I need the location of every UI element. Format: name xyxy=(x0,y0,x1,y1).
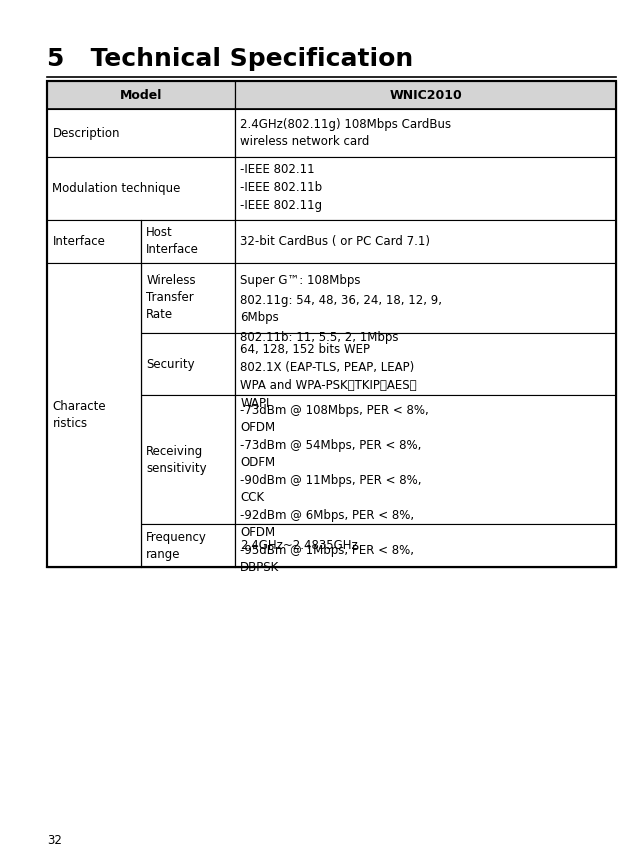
Bar xyxy=(142,395,235,524)
Text: 64, 128, 152 bits WEP: 64, 128, 152 bits WEP xyxy=(240,343,370,356)
Bar xyxy=(142,263,235,333)
Text: 32-bit CardBus ( or PC Card 7.1): 32-bit CardBus ( or PC Card 7.1) xyxy=(240,235,430,248)
Text: 2.4GHz~2.4835GHz: 2.4GHz~2.4835GHz xyxy=(240,539,358,552)
Text: -73dBm @ 108Mbps, PER < 8%,
OFDM: -73dBm @ 108Mbps, PER < 8%, OFDM xyxy=(240,404,429,434)
Text: Modulation technique: Modulation technique xyxy=(52,183,181,195)
Bar xyxy=(47,158,235,220)
Text: 802.11g: 54, 48, 36, 24, 18, 12, 9,
6Mbps: 802.11g: 54, 48, 36, 24, 18, 12, 9, 6Mbp… xyxy=(240,294,442,324)
Text: -IEEE 802.11b: -IEEE 802.11b xyxy=(240,182,322,195)
Text: Characte
ristics: Characte ristics xyxy=(52,400,106,430)
Text: 802.11b: 11, 5.5, 2, 1Mbps: 802.11b: 11, 5.5, 2, 1Mbps xyxy=(240,331,399,344)
Text: Super G™: 108Mbps: Super G™: 108Mbps xyxy=(240,274,361,287)
Bar xyxy=(235,158,616,220)
Text: Interface: Interface xyxy=(52,235,106,248)
Text: WNIC2010: WNIC2010 xyxy=(389,89,462,102)
Bar xyxy=(142,524,235,567)
Text: Host
Interface: Host Interface xyxy=(147,226,199,256)
Bar xyxy=(235,263,616,333)
Bar xyxy=(235,220,616,263)
Text: Receiving
sensitivity: Receiving sensitivity xyxy=(147,445,207,475)
Text: -92dBm @ 6Mbps, PER < 8%,
OFDM: -92dBm @ 6Mbps, PER < 8%, OFDM xyxy=(240,509,415,539)
Bar xyxy=(235,333,616,395)
Text: Wireless
Transfer
Rate: Wireless Transfer Rate xyxy=(147,274,196,321)
Bar xyxy=(142,220,235,263)
Bar xyxy=(47,81,616,567)
Bar xyxy=(235,395,616,524)
Bar xyxy=(47,110,235,158)
Text: -IEEE 802.11: -IEEE 802.11 xyxy=(240,164,315,177)
Bar xyxy=(235,524,616,567)
Text: 5   Technical Specification: 5 Technical Specification xyxy=(47,47,414,71)
Text: Security: Security xyxy=(147,357,195,370)
Text: 2.4GHz(802.11g) 108Mbps CardBus
wireless network card: 2.4GHz(802.11g) 108Mbps CardBus wireless… xyxy=(240,118,451,148)
Text: 32: 32 xyxy=(47,834,63,847)
Bar xyxy=(47,263,142,567)
Text: -73dBm @ 54Mbps, PER < 8%,
ODFM: -73dBm @ 54Mbps, PER < 8%, ODFM xyxy=(240,439,422,469)
Text: -IEEE 802.11g: -IEEE 802.11g xyxy=(240,199,322,213)
Bar xyxy=(47,81,235,110)
Text: Frequency
range: Frequency range xyxy=(147,530,207,560)
Text: -95dBm @ 1Mbps, PER < 8%,
DBPSK: -95dBm @ 1Mbps, PER < 8%, DBPSK xyxy=(240,544,414,574)
Text: Model: Model xyxy=(120,89,162,102)
Text: Description: Description xyxy=(52,127,120,140)
Text: WAPI: WAPI xyxy=(240,397,269,410)
Bar xyxy=(47,220,142,263)
Text: -90dBm @ 11Mbps, PER < 8%,
CCK: -90dBm @ 11Mbps, PER < 8%, CCK xyxy=(240,474,422,504)
Bar xyxy=(235,81,616,110)
Text: 802.1X (EAP-TLS, PEAP, LEAP): 802.1X (EAP-TLS, PEAP, LEAP) xyxy=(240,361,415,374)
Bar xyxy=(142,333,235,395)
Bar xyxy=(47,81,616,567)
Text: WPA and WPA-PSK（TKIP，AES）: WPA and WPA-PSK（TKIP，AES） xyxy=(240,379,416,392)
Bar xyxy=(235,110,616,158)
